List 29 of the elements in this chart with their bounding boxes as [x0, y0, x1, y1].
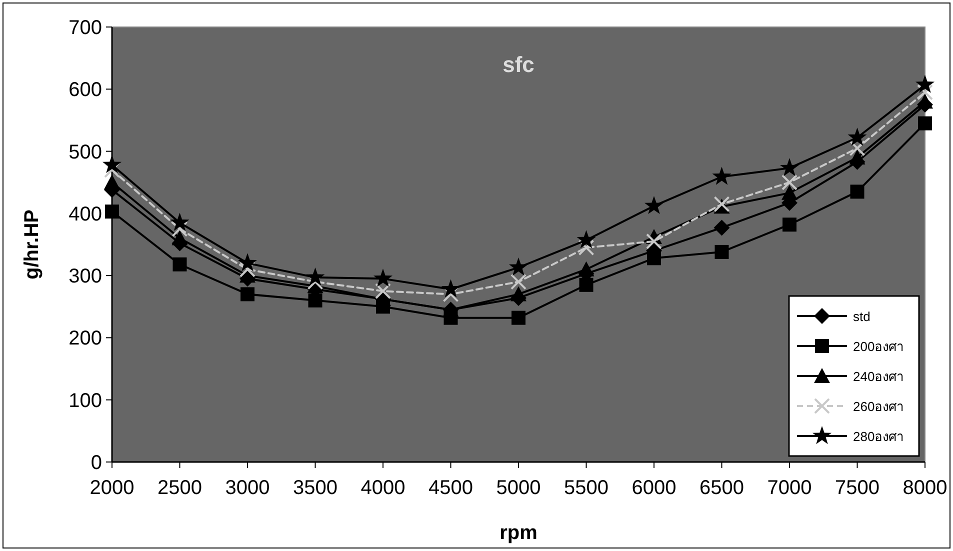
y-tick-label: 100 — [68, 390, 102, 412]
legend-label: 240องศา — [853, 369, 904, 384]
y-tick-label: 200 — [68, 328, 102, 350]
y-tick-label: 700 — [68, 17, 102, 39]
x-tick-label: 4000 — [360, 477, 406, 499]
x-tick-label: 2000 — [90, 477, 134, 499]
y-tick-label: 600 — [68, 79, 102, 102]
y-axis-title: g/hr.HP — [21, 209, 43, 280]
x-tick-label: 7000 — [767, 477, 812, 499]
legend-label: 280องศา — [853, 429, 904, 444]
x-tick-label: 3000 — [225, 477, 270, 499]
x-tick-label: 2500 — [158, 477, 202, 499]
legend-label: 200องศา — [853, 339, 904, 354]
y-tick-label: 400 — [68, 203, 102, 226]
y-tick-label: 0 — [90, 452, 102, 474]
x-tick-label: 7500 — [835, 477, 880, 499]
x-tick-label: 6000 — [632, 477, 676, 499]
x-axis-title: rpm — [500, 522, 538, 544]
legend-label: std — [853, 309, 870, 324]
x-tick-label: 5500 — [564, 477, 608, 499]
x-tick-label: 3500 — [293, 477, 338, 499]
x-tick-label: 6500 — [700, 477, 744, 499]
legend-label: 260องศา — [853, 399, 904, 414]
x-tick-label: 4500 — [428, 477, 473, 499]
x-tick-label: 8000 — [902, 477, 948, 499]
text: sfc — [502, 52, 534, 77]
x-tick-label: 5000 — [496, 477, 541, 499]
y-tick-label: 300 — [68, 266, 102, 288]
y-tick-label: 500 — [68, 141, 102, 164]
